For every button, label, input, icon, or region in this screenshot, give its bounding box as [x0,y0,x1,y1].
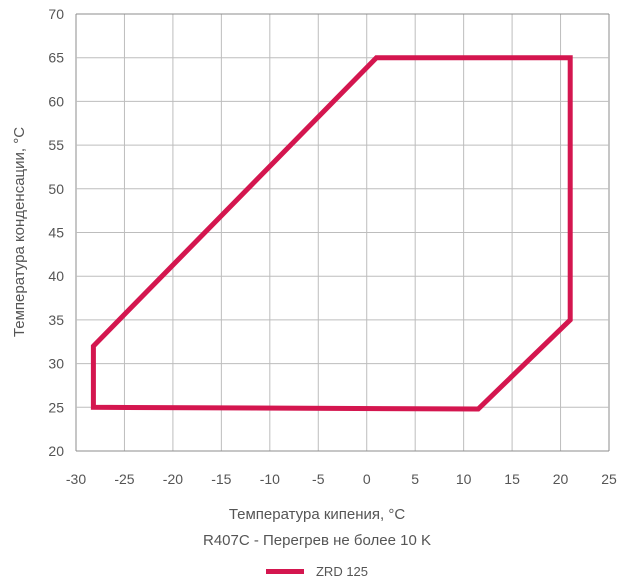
y-tick-label: 50 [48,181,64,197]
y-tick-label: 45 [48,225,64,241]
x-tick-label: 0 [363,471,371,487]
y-tick-label: 25 [48,399,64,415]
x-tick-label: 15 [504,471,520,487]
y-axis-label: Температура конденсации, °C [11,127,28,337]
x-tick-label: -25 [114,471,134,487]
x-tick-label: -20 [163,471,183,487]
y-tick-label: 40 [48,268,64,284]
y-tick-label: 60 [48,93,64,109]
y-tick-label: 35 [48,312,64,328]
series-envelope-line [90,55,573,412]
chart-subtitle: R407C - Перегрев не более 10 K [203,532,431,549]
x-tick-label: 10 [456,471,472,487]
x-tick-label: 5 [411,471,419,487]
chart-grid [75,13,610,452]
legend: ZRD 125 [0,564,634,579]
x-tick-label: -5 [312,471,325,487]
x-tick-label: -30 [66,471,86,487]
y-tick-label: 70 [48,6,64,22]
y-tick-label: 30 [48,356,64,372]
x-tick-label: -15 [211,471,231,487]
y-tick-label: 55 [48,137,64,153]
legend-label: ZRD 125 [315,564,369,579]
y-axis-ticks: 20 25 30 35 40 45 50 55 60 65 70 [48,6,64,459]
x-axis-ticks: -30 -25 -20 -15 -10 -5 0 5 10 15 20 25 [66,471,617,487]
y-tick-label: 65 [48,50,64,66]
legend-swatch [265,569,304,574]
series-layer [90,55,573,412]
x-axis-label: Температура кипения, °C [228,506,406,523]
x-tick-label: 25 [601,471,617,487]
y-tick-label: 20 [48,443,64,459]
x-tick-label: -10 [260,471,280,487]
x-tick-label: 20 [553,471,569,487]
